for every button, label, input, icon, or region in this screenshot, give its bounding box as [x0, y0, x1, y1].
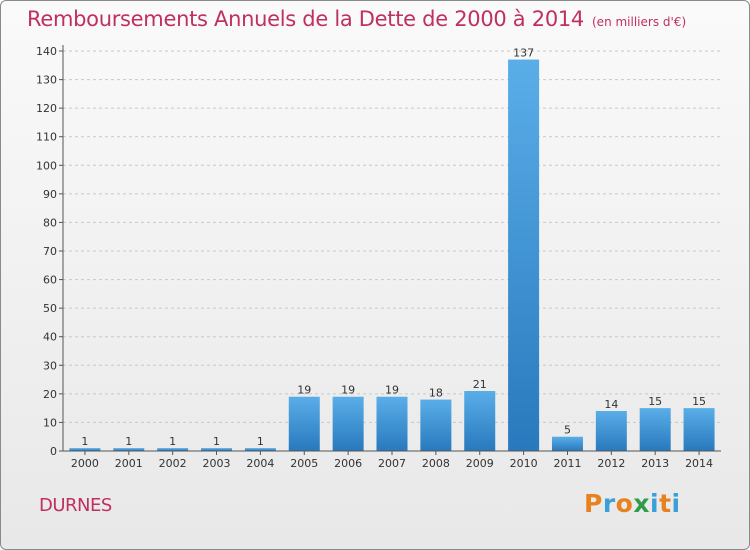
y-tick-label: 40: [43, 331, 57, 344]
bar-value-label: 1: [257, 435, 264, 448]
bar-2011: [551, 436, 583, 451]
x-tick-label: 2011: [553, 457, 581, 470]
bar-2000: [69, 448, 101, 451]
y-tick-label: 0: [50, 445, 57, 458]
bar-2009: [464, 391, 496, 451]
logo-letter: i: [650, 489, 660, 518]
y-tick-label: 10: [43, 416, 57, 429]
bar-2002: [157, 448, 189, 451]
logo-letter: i: [671, 489, 681, 518]
bar-value-label: 1: [213, 435, 220, 448]
x-tick-label: 2006: [334, 457, 362, 470]
bar-2007: [376, 396, 408, 451]
chart-unit: (en milliers d'€): [592, 15, 687, 29]
logo-letter: t: [659, 489, 672, 518]
y-tick-label: 80: [43, 216, 57, 229]
bar-2008: [420, 399, 452, 451]
y-tick-label: 130: [36, 74, 57, 87]
chart-title: Remboursements Annuels de la Dette de 20…: [27, 7, 686, 31]
x-tick-label: 2000: [71, 457, 99, 470]
x-tick-label: 2003: [203, 457, 231, 470]
x-tick-label: 2013: [641, 457, 669, 470]
x-tick-label: 2014: [685, 457, 713, 470]
logo-letter: o: [615, 489, 634, 518]
bar-2013: [639, 408, 671, 451]
y-tick-label: 90: [43, 188, 57, 201]
bar-2004: [244, 448, 276, 451]
bar-value-label: 19: [297, 384, 311, 397]
y-tick-label: 20: [43, 388, 57, 401]
y-tick-label: 60: [43, 274, 57, 287]
x-tick-label: 2009: [466, 457, 494, 470]
x-tick-label: 2004: [246, 457, 274, 470]
axes: [59, 45, 721, 455]
bar-value-label: 19: [341, 384, 355, 397]
y-tick-label: 140: [36, 45, 57, 58]
y-tick-label: 30: [43, 359, 57, 372]
x-tick-label: 2010: [510, 457, 538, 470]
bar-2005: [288, 396, 320, 451]
x-tick-label: 2012: [597, 457, 625, 470]
logo-letter: x: [633, 489, 650, 518]
bar-value-label: 15: [648, 395, 662, 408]
bar-value-label: 14: [604, 398, 618, 411]
bar-2010: [508, 59, 540, 451]
proxiti-logo: Proxiti: [584, 489, 681, 518]
y-tick-label: 120: [36, 102, 57, 115]
bar-value-label: 15: [692, 395, 706, 408]
bar-value-label: 1: [81, 435, 88, 448]
y-tick-label: 70: [43, 245, 57, 258]
labels: 0 10 20 30 40 50 60 70 80 90 100 110 120 130 140 1 2000 1…: [36, 45, 713, 470]
y-tick-label: 100: [36, 159, 57, 172]
bar-value-label: 21: [473, 378, 487, 391]
bar-2014: [683, 408, 715, 451]
bar-value-label: 1: [169, 435, 176, 448]
bars: [69, 59, 715, 451]
logo-letter: P: [584, 489, 603, 518]
bar-value-label: 18: [429, 387, 443, 400]
y-tick-label: 110: [36, 131, 57, 144]
bar-2003: [201, 448, 233, 451]
bar-2012: [595, 411, 627, 451]
logo-letter: r: [602, 489, 616, 518]
x-tick-label: 2002: [159, 457, 187, 470]
bar-value-label: 1: [125, 435, 132, 448]
x-tick-label: 2008: [422, 457, 450, 470]
x-tick-label: 2005: [290, 457, 318, 470]
bar-value-label: 137: [513, 47, 534, 60]
y-tick-label: 50: [43, 302, 57, 315]
bar-value-label: 5: [564, 424, 571, 437]
bar-2001: [113, 448, 145, 451]
chart-title-text: Remboursements Annuels de la Dette de 20…: [27, 7, 584, 31]
bar-2006: [332, 396, 364, 451]
x-tick-label: 2001: [115, 457, 143, 470]
commune-name: DURNES: [39, 495, 112, 516]
x-tick-label: 2007: [378, 457, 406, 470]
bar-value-label: 19: [385, 384, 399, 397]
